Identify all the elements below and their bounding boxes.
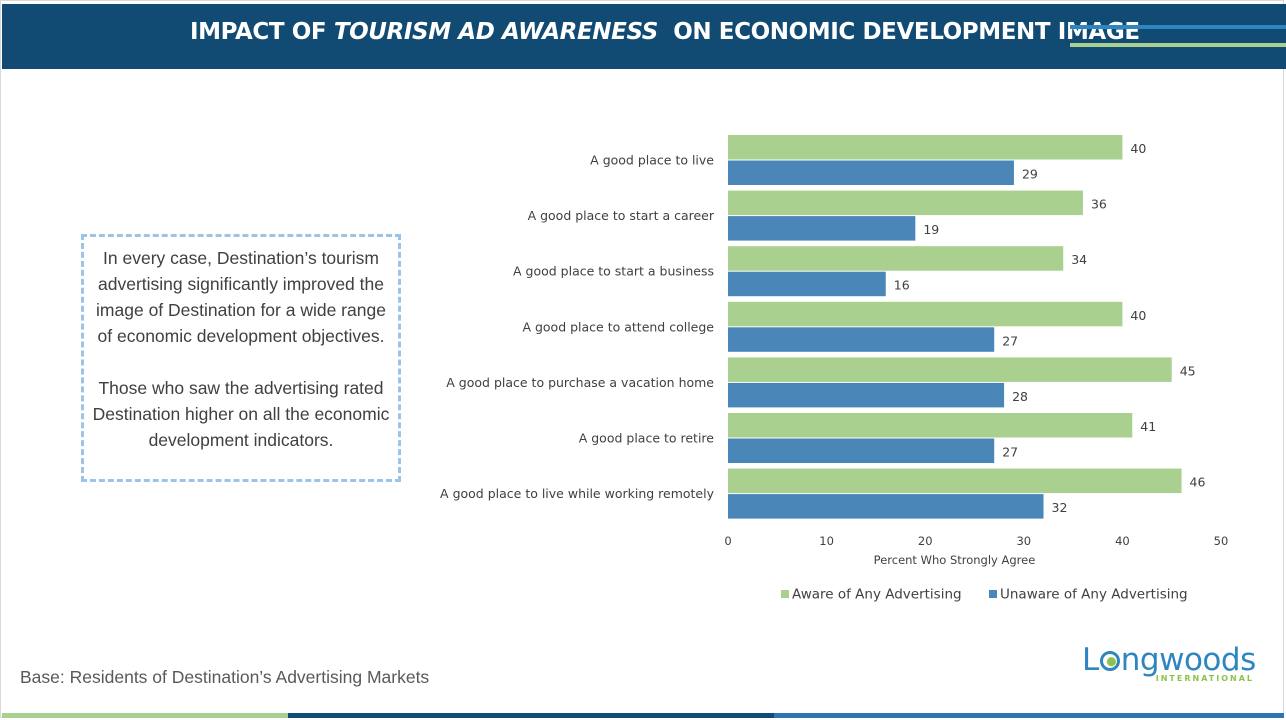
bar-aware (728, 301, 1123, 327)
bar-aware (728, 413, 1133, 438)
logo-text-start: L (1082, 642, 1099, 678)
bar-unaware (728, 438, 995, 463)
data-label: 36 (1091, 197, 1107, 212)
callout-paragraph-1: In every case, Destination’s tourism adv… (96, 248, 386, 346)
data-label: 29 (1022, 167, 1038, 182)
data-label: 16 (894, 278, 910, 293)
data-label: 40 (1130, 141, 1146, 156)
bar-unaware (728, 160, 1014, 185)
bar-aware (728, 246, 1064, 271)
x-tick-label: 30 (1016, 534, 1031, 548)
data-label: 27 (1002, 445, 1018, 460)
legend-swatch-unaware (989, 590, 997, 598)
category-label: A good place to start a business (513, 264, 714, 279)
bar-aware (728, 190, 1083, 216)
data-label: 19 (923, 222, 939, 237)
header-accent-line-green (1070, 43, 1286, 47)
base-note: Base: Residents of Destination’s Adverti… (20, 667, 430, 687)
category-label: A good place to retire (579, 431, 715, 446)
footer-bar-blue (774, 713, 1284, 718)
bar-aware (728, 468, 1182, 494)
bar-unaware (728, 216, 916, 241)
x-tick-label: 20 (918, 534, 933, 548)
category-label: A good place to purchase a vacation home (446, 375, 714, 390)
data-label: 41 (1140, 419, 1156, 434)
legend-swatch-aware (781, 590, 789, 598)
data-label: 40 (1130, 308, 1146, 323)
bar-unaware (728, 271, 886, 297)
title-part-2: ON ECONOMIC DEVELOPMENT IMAGE (657, 19, 1140, 45)
data-label: 28 (1012, 389, 1028, 404)
x-tick-label: 50 (1214, 534, 1229, 548)
page-title: IMPACT OF TOURISM AD AWARENESS ON ECONOM… (190, 19, 1140, 45)
x-tick-label: 0 (724, 534, 731, 548)
x-tick-label: 10 (819, 534, 834, 548)
x-axis-title: Percent Who Strongly Agree (874, 553, 1036, 567)
bar-unaware (728, 327, 995, 352)
data-label: 34 (1071, 252, 1087, 267)
category-label: A good place to live while working remot… (440, 486, 715, 501)
bar-unaware (728, 494, 1044, 519)
category-label: A good place to start a career (528, 208, 715, 223)
title-part-1: IMPACT OF (190, 19, 334, 45)
x-tick-label: 40 (1115, 534, 1130, 548)
bar-unaware (728, 382, 1005, 408)
logo-text-end: ngwoods (1120, 642, 1256, 678)
logo-subtitle: INTERNATIONAL (1155, 674, 1254, 683)
title-italic: TOURISM AD AWARENESS (333, 19, 659, 45)
data-label: 45 (1180, 363, 1196, 378)
globe-icon (1099, 651, 1120, 671)
callout-box: In every case, Destination’s tourism adv… (81, 234, 401, 482)
header-accent-line-blue (1070, 25, 1286, 29)
data-label: 32 (1052, 500, 1068, 515)
category-label: A good place to attend college (522, 319, 714, 334)
category-label: A good place to live (590, 153, 714, 168)
data-label: 46 (1190, 475, 1206, 490)
bar-aware (728, 135, 1123, 160)
footer-bar-green (2, 713, 288, 718)
callout-paragraph-2: Those who saw the advertising rated Dest… (92, 378, 390, 450)
footer-bar-navy (288, 713, 774, 718)
legend-label: Aware of Any Advertising (792, 587, 962, 603)
data-label: 27 (1002, 333, 1018, 348)
legend-label: Unaware of Any Advertising (1000, 587, 1188, 603)
bar-aware (728, 357, 1172, 382)
header-bar: IMPACT OF TOURISM AD AWARENESS ON ECONOM… (2, 4, 1286, 69)
